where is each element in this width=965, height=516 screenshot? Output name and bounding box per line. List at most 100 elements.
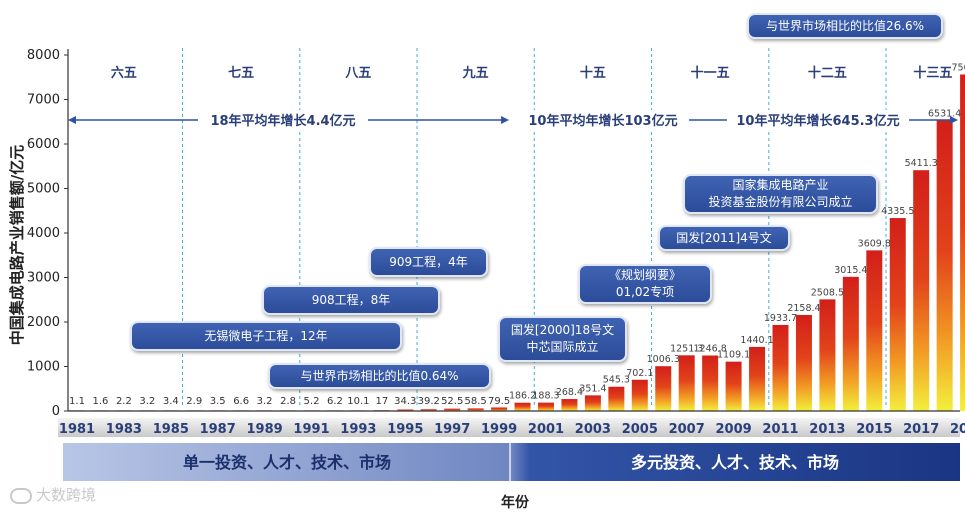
y-tick-label: 1000 [27, 360, 60, 375]
value-label-1988: 6.6 [233, 396, 249, 407]
growth-arrow-head-right [501, 116, 510, 124]
growth-label-bg [198, 110, 368, 130]
watermark-text: 大数跨境 [36, 486, 97, 504]
annotation-policy-2000: 国发[2000]18号文 中芯国际成立 [498, 316, 627, 362]
watermark-logo-icon [10, 487, 32, 504]
annotation-909-project: 909工程，4年 [369, 247, 488, 277]
bar-1996 [420, 409, 437, 411]
value-label-1995: 34.3 [394, 396, 416, 407]
x-tick-label: 2017 [903, 422, 939, 437]
phase-bar [63, 443, 960, 481]
x-tick-label: 2001 [528, 422, 564, 437]
value-label-2003: 351.4 [579, 383, 606, 394]
value-label-1990: 2.8 [280, 396, 296, 407]
value-label-2011: 1933.7 [764, 313, 797, 324]
bar-2007 [678, 355, 695, 411]
bar-2000 [514, 402, 531, 411]
y-tick-label: 7000 [27, 93, 60, 108]
value-label-2015: 3609.8 [858, 238, 891, 249]
y-tick-label: 5000 [27, 182, 60, 197]
bar-2017 [913, 170, 930, 411]
value-label-2017: 5411.3 [905, 158, 938, 169]
value-label-1993: 10.1 [347, 396, 369, 407]
bar-2019 [960, 74, 965, 411]
bar-2013 [819, 299, 836, 411]
y-tick-label: 6000 [27, 137, 60, 152]
value-label-2006: 1006.3 [647, 354, 680, 365]
annotation-world-ratio-1999: 与世界市场相比的比值0.64% [268, 363, 491, 389]
annotation-policy-2011: 国发[2011]4号文 [658, 225, 790, 251]
value-label-1984: 3.2 [139, 396, 155, 407]
x-tick-label: 2019 [950, 422, 965, 437]
bar-2016 [889, 218, 906, 411]
y-tick-label: 4000 [27, 226, 60, 241]
y-tick-label: 3000 [27, 271, 60, 286]
value-label-1983: 2.2 [116, 396, 132, 407]
plan-label: 八五 [344, 66, 371, 81]
phase-label: 多元投资、人才、技术、市场 [631, 453, 839, 472]
growth-arrow-head-right [950, 116, 958, 124]
y-tick-label: 8000 [27, 48, 60, 63]
growth-label-bg [517, 110, 689, 130]
growth-note-label: 18年平均年增长4.4亿元 [210, 113, 355, 129]
x-tick-label: 1995 [387, 422, 423, 437]
annotation-908-project: 908工程，8年 [262, 285, 440, 315]
bar-1999 [491, 407, 508, 411]
value-label-2001: 188.3 [532, 391, 559, 402]
x-tick-label: 1985 [153, 422, 189, 437]
value-label-1986: 2.9 [186, 396, 202, 407]
x-tick-label: 2009 [716, 422, 752, 437]
bar-2004 [608, 386, 625, 411]
value-label-2004: 545.3 [603, 375, 630, 386]
value-label-2014: 3015.4 [834, 265, 867, 276]
bar-1995 [397, 409, 414, 411]
bar-2005 [631, 379, 648, 411]
annotation-world-ratio-2019: 与世界市场相比的比值26.6% [747, 13, 943, 39]
y-tick-label: 0 [52, 404, 60, 419]
x-tick-label: 1983 [106, 422, 142, 437]
x-tick-label: 1981 [59, 422, 95, 437]
plan-label: 九五 [462, 66, 489, 81]
growth-arrow-head-left [68, 116, 76, 124]
bar-2015 [866, 250, 883, 411]
x-tick-label: 2003 [575, 422, 611, 437]
x-tick-label: 1987 [200, 422, 236, 437]
value-label-1989: 3.2 [257, 396, 273, 407]
bar-2014 [842, 276, 859, 411]
value-label-2013: 2508.5 [811, 287, 844, 298]
plan-label: 六五 [111, 65, 137, 81]
bar-2003 [584, 395, 601, 411]
value-label-1985: 3.4 [163, 396, 179, 407]
value-label-2008: 1246.8 [694, 344, 727, 355]
bar-1997 [444, 408, 461, 411]
x-axis-band [58, 418, 960, 437]
annotation-national-fund: 国家集成电路产业 投资基金股份有限公司成立 [683, 174, 878, 214]
annotation-wuxi-project: 无锡微电子工程，12年 [130, 321, 402, 351]
y-tick-label: 2000 [27, 315, 60, 330]
value-label-2010: 1440.1 [740, 335, 773, 346]
x-tick-label: 2013 [809, 422, 845, 437]
plan-label: 十一五 [691, 65, 730, 81]
x-tick-label: 1993 [340, 422, 376, 437]
plan-label: 七五 [228, 66, 254, 81]
value-label-1996: 39.2 [418, 396, 440, 407]
value-label-1992: 6.2 [327, 396, 343, 407]
bar-2009 [725, 361, 742, 411]
phase-label: 单一投资、人才、技术、市场 [183, 453, 391, 472]
value-label-1998: 58.5 [465, 396, 487, 407]
growth-note-label: 10年平均年增长645.3亿元 [736, 113, 899, 129]
bar-2002 [561, 399, 578, 411]
value-label-1997: 52.5 [441, 396, 463, 407]
bar-2001 [538, 402, 554, 411]
growth-label-bg [727, 110, 909, 130]
value-label-2012: 2158.4 [787, 303, 820, 314]
value-label-2009: 1109.1 [717, 350, 750, 361]
value-label-1991: 5.2 [304, 396, 320, 407]
bar-2018 [936, 120, 953, 412]
value-label-2016: 4335.5 [881, 206, 914, 217]
plan-label: 十五 [580, 65, 606, 81]
x-tick-label: 2005 [622, 422, 658, 437]
bar-2006 [655, 366, 672, 411]
x-tick-label: 2015 [856, 422, 892, 437]
